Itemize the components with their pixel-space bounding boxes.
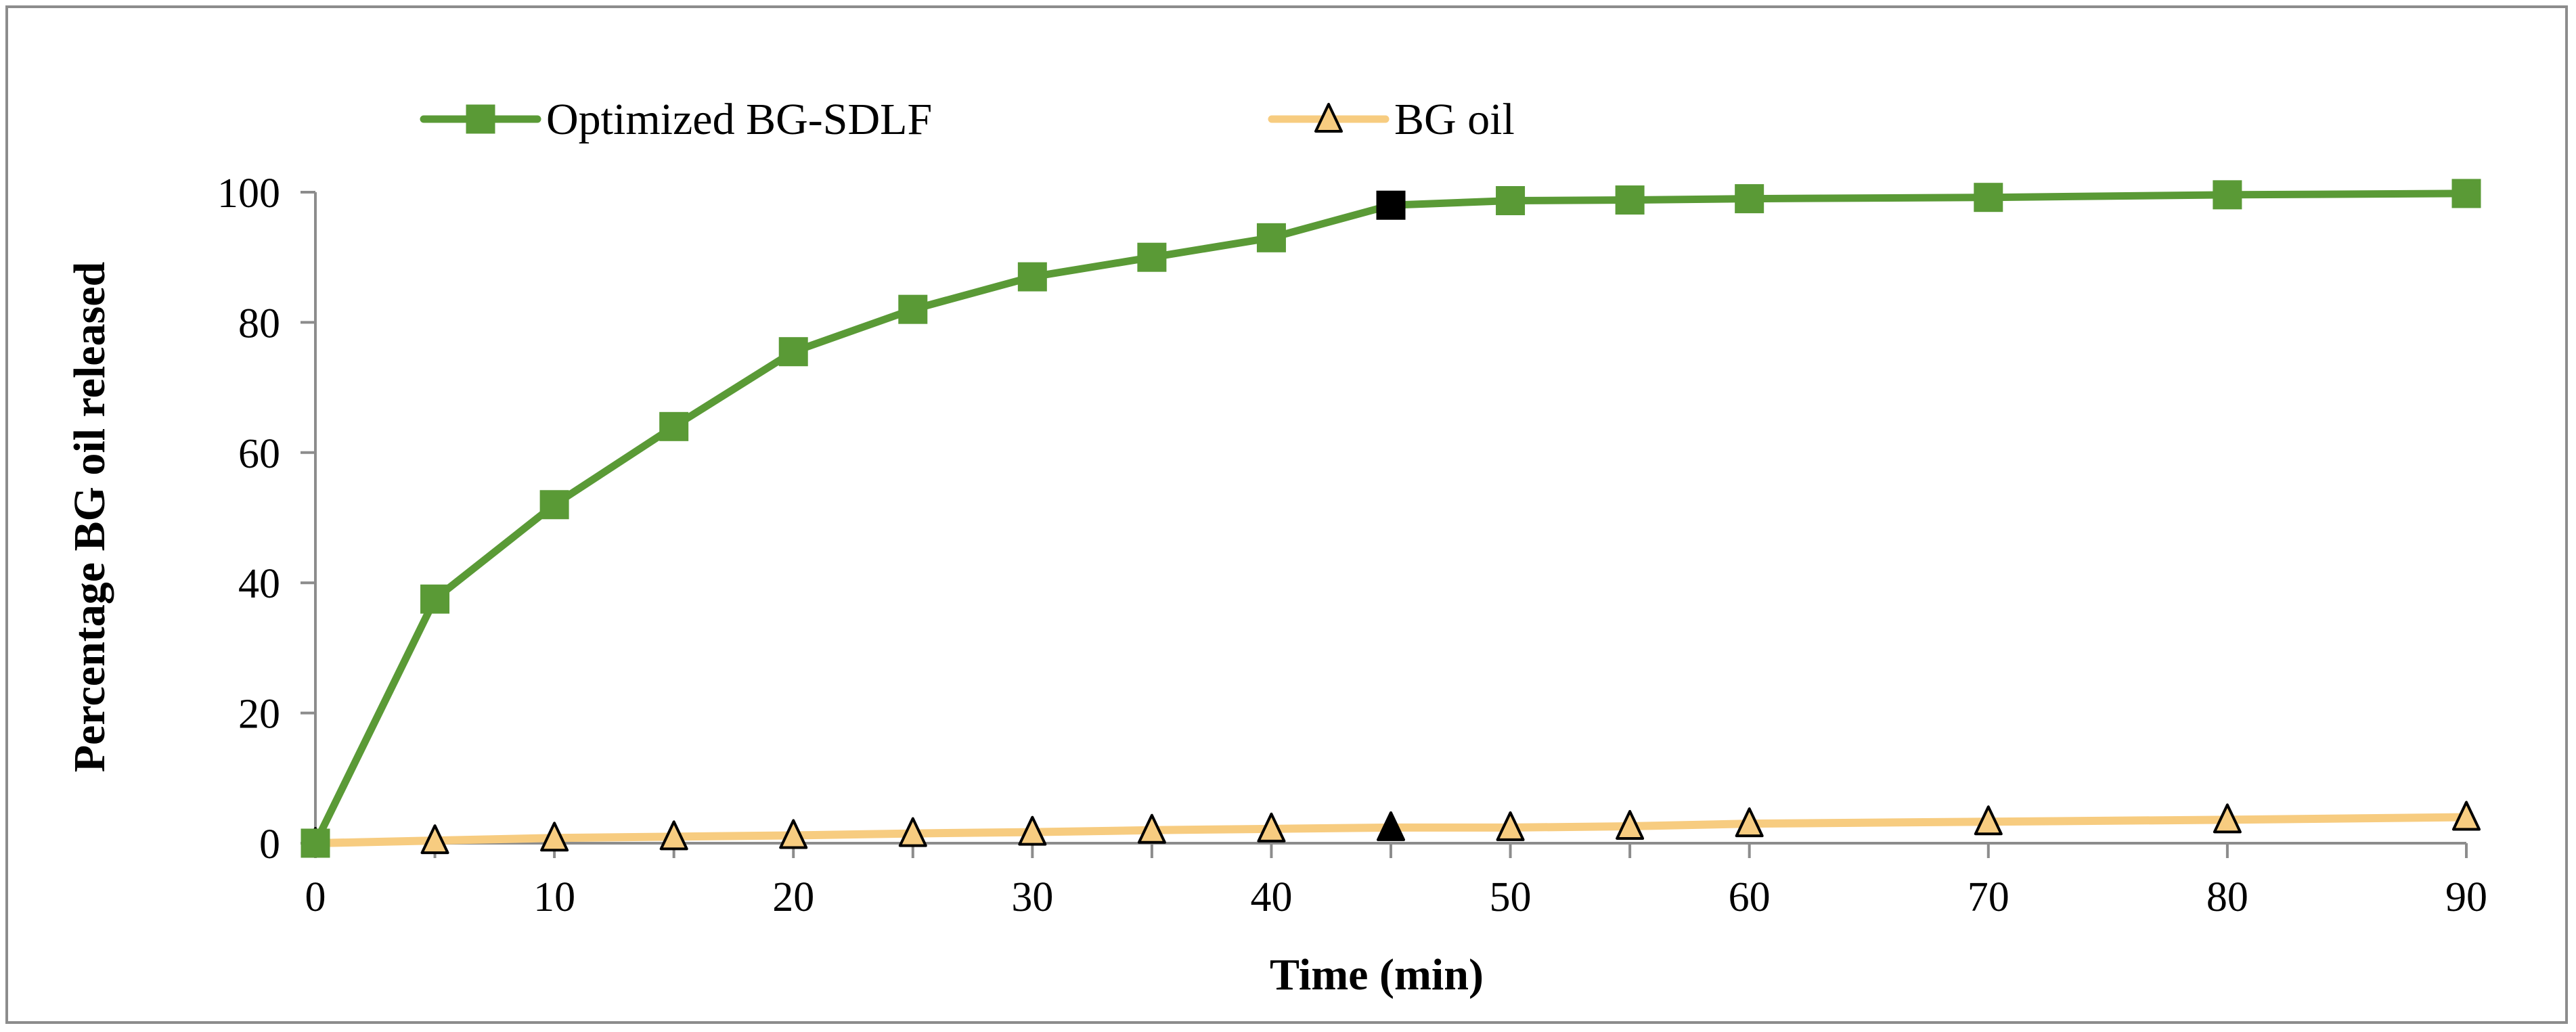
data-point	[1496, 186, 1526, 216]
y-tick-label: 20	[238, 692, 280, 738]
data-point	[2451, 179, 2481, 208]
data-point	[898, 817, 927, 847]
data-point	[1017, 262, 1047, 292]
data-point	[1137, 242, 1167, 272]
x-tick-label: 80	[2206, 874, 2248, 920]
data-point	[1616, 809, 1645, 840]
y-tick-label: 60	[238, 431, 280, 477]
data-point	[1257, 812, 1286, 843]
chart: 0 20 40 60 80 100 0 10 20 30 40 50 60 70 80 90 Optimize…	[65, 95, 2487, 1000]
data-point	[1376, 190, 1406, 220]
data-point	[2452, 801, 2481, 831]
y-tick-label: 100	[217, 171, 280, 217]
x-tick-label: 90	[2445, 874, 2487, 920]
data-point	[540, 822, 569, 852]
x-tick-label: 40	[1250, 874, 1292, 920]
y-tick-label: 80	[238, 300, 280, 346]
x-tick-label: 70	[1968, 874, 2009, 920]
marker-layer	[301, 179, 2481, 858]
data-point	[1735, 807, 1764, 838]
legend-label: BG oil	[1394, 95, 1515, 144]
data-point	[1615, 185, 1645, 215]
x-tick-label: 10	[533, 874, 575, 920]
data-point	[1974, 183, 2003, 212]
data-point	[1496, 811, 1525, 841]
y-tick-label: 0	[259, 822, 280, 868]
data-point	[2213, 180, 2242, 210]
x-tick-label: 20	[772, 874, 814, 920]
x-tick-label: 30	[1011, 874, 1053, 920]
legend-marker	[1314, 103, 1343, 133]
x-tick-label: 60	[1729, 874, 1771, 920]
data-point	[1018, 815, 1047, 846]
data-point	[1377, 811, 1405, 841]
data-point	[539, 490, 569, 520]
data-point	[778, 337, 808, 367]
data-point	[1735, 184, 1764, 214]
x-tick-label: 50	[1490, 874, 1532, 920]
data-point	[420, 824, 449, 855]
legend-marker	[466, 104, 495, 134]
chart-frame: 0 20 40 60 80 100 0 10 20 30 40 50 60 70 80 90 Optimize…	[5, 5, 2568, 1024]
series-line	[311, 813, 2470, 847]
data-point	[898, 294, 928, 324]
x-axis-label: Time (min)	[1270, 950, 1484, 1000]
data-point	[659, 820, 688, 851]
data-point	[659, 411, 689, 441]
y-axis-label: Percentage BG oil released	[65, 262, 114, 773]
series-layer	[311, 189, 2470, 847]
series-line	[311, 189, 2470, 847]
data-point	[779, 819, 808, 849]
data-point	[420, 584, 450, 614]
legend: Optimized BG-SDLF BG oil	[420, 95, 1515, 144]
x-tick-label: 0	[305, 874, 326, 920]
axes: 0 20 40 60 80 100 0 10 20 30 40 50 60 70 80 90	[217, 171, 2487, 920]
legend-label: Optimized BG-SDLF	[546, 95, 932, 144]
data-point	[1974, 805, 2003, 836]
data-point	[2213, 803, 2242, 834]
data-point	[1256, 223, 1286, 252]
data-point	[301, 828, 330, 858]
data-point	[1137, 813, 1166, 844]
y-tick-label: 40	[238, 561, 280, 607]
